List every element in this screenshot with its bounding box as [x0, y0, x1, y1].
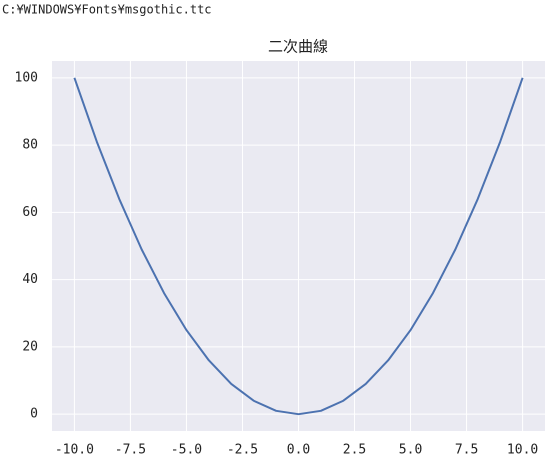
- y-tick-label: 0: [30, 407, 38, 422]
- x-tick-label: 0.0: [287, 443, 310, 458]
- x-tick-label: 2.5: [343, 443, 366, 458]
- x-tick-label: -7.5: [115, 443, 146, 458]
- y-tick-label: 100: [15, 70, 38, 85]
- x-tick-label: -10.0: [55, 443, 94, 458]
- x-tick-label: 10.0: [507, 443, 538, 458]
- header-text: C:¥WINDOWS¥Fonts¥msgothic.ttc: [2, 3, 212, 17]
- x-tick-label: 7.5: [455, 443, 478, 458]
- x-tick-label: 5.0: [399, 443, 422, 458]
- x-tick-label: -2.5: [227, 443, 258, 458]
- chart-title: 二次曲線: [268, 38, 328, 56]
- x-tick-label: -5.0: [171, 443, 202, 458]
- y-tick-label: 60: [22, 205, 38, 220]
- y-tick-label: 80: [22, 138, 38, 153]
- y-tick-label: 40: [22, 272, 38, 287]
- line: [73, 77, 524, 416]
- y-tick-label: 20: [22, 339, 38, 354]
